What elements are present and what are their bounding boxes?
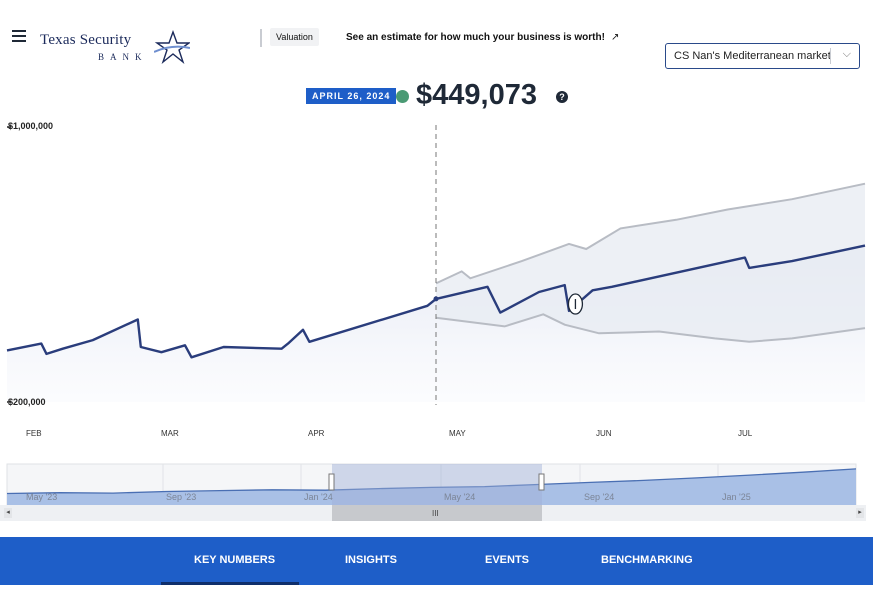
navigator-chart[interactable]: May '23 Sep '23 Jan '24 May '24 Sep '24 Jan '… [0, 462, 873, 505]
select-separator [830, 48, 831, 64]
navigator-selection [332, 464, 542, 505]
promo-text: See an estimate for how much your busine… [346, 32, 605, 43]
x-tick-label: JUN [596, 429, 612, 438]
current-point [433, 296, 439, 302]
bank-logo[interactable]: Texas Security BANK [40, 30, 190, 66]
range-handle-left [328, 473, 335, 491]
business-select-value: CS Nan's Mediterranean market [674, 50, 831, 62]
x-tick-label: JUL [738, 429, 753, 438]
x-tick-label: MAR [161, 429, 179, 438]
valuation-tag: Valuation [270, 28, 319, 46]
navigator-plot: May '23 Sep '23 Jan '24 May '24 Sep '24 Jan '… [6, 463, 857, 505]
tab-key-numbers[interactable]: KEY NUMBERS [194, 554, 276, 566]
header: Texas Security BANK Valuation See an est… [0, 0, 873, 80]
tab-bar: KEY NUMBERS INSIGHTS EVENTS BENCHMARKING [0, 537, 873, 585]
navigator-line [6, 468, 857, 495]
scroll-right-button[interactable]: ▸ [856, 508, 864, 518]
logo-subtitle: BANK [98, 52, 148, 62]
valuation-promo-link[interactable]: See an estimate for how much your busine… [346, 32, 619, 43]
x-tick-label: FEB [26, 429, 42, 438]
external-link-icon: ↗ [610, 32, 620, 43]
active-tab-indicator [161, 582, 299, 585]
star-icon [154, 30, 190, 64]
scrollbar-thumb[interactable]: III [332, 505, 542, 521]
chevron-down-icon: ⌵ [842, 48, 851, 60]
date-badge: APRIL 26, 2024 [306, 88, 397, 104]
scroll-left-button[interactable]: ◂ [4, 508, 12, 518]
y-tick-label: $1,000,000 [8, 121, 54, 131]
grip-icon: III [432, 509, 439, 518]
navigator-scrollbar[interactable]: ◂ III ▸ [0, 505, 866, 521]
navigator-label: Jan '24 [304, 492, 333, 502]
upper-bound-line [435, 182, 866, 285]
y-tick-label: $200,000 [8, 397, 46, 407]
business-select[interactable]: CS Nan's Mediterranean market ⌵ [665, 43, 860, 69]
valuation-chart[interactable] [0, 115, 873, 460]
status-dot [396, 90, 409, 103]
logo-title: Texas Security [40, 32, 132, 48]
menu-icon-bar-1 [12, 30, 26, 32]
valuation-line [6, 244, 866, 359]
x-tick-label: MAY [449, 429, 466, 438]
navigator-area [7, 468, 856, 505]
navigator-label: Sep '23 [166, 492, 196, 502]
valuation-value: $449,073 [416, 79, 537, 111]
navigator-label: May '24 [444, 492, 475, 502]
lower-bound-line [435, 313, 866, 343]
navigator-label: Sep '24 [584, 492, 614, 502]
navigator-label: Jan '25 [722, 492, 751, 502]
x-tick-label: APR [308, 429, 325, 438]
navigator-label: May '23 [26, 492, 57, 502]
menu-icon-bar-3 [12, 40, 26, 42]
chart-plot-area [6, 125, 866, 405]
menu-icon-bar-2 [12, 35, 26, 37]
tab-benchmarking[interactable]: BENCHMARKING [601, 554, 693, 566]
tab-events[interactable]: EVENTS [485, 554, 530, 566]
tab-insights[interactable]: INSIGHTS [345, 554, 397, 566]
menu-icon[interactable] [12, 30, 26, 42]
confidence-band [436, 183, 865, 342]
header-divider [260, 29, 262, 47]
help-icon[interactable]: ? [556, 91, 568, 103]
range-navigator[interactable]: May '23 Sep '23 Jan '24 May '24 Sep '24 Jan '… [0, 462, 873, 522]
range-handle-right [538, 473, 545, 491]
